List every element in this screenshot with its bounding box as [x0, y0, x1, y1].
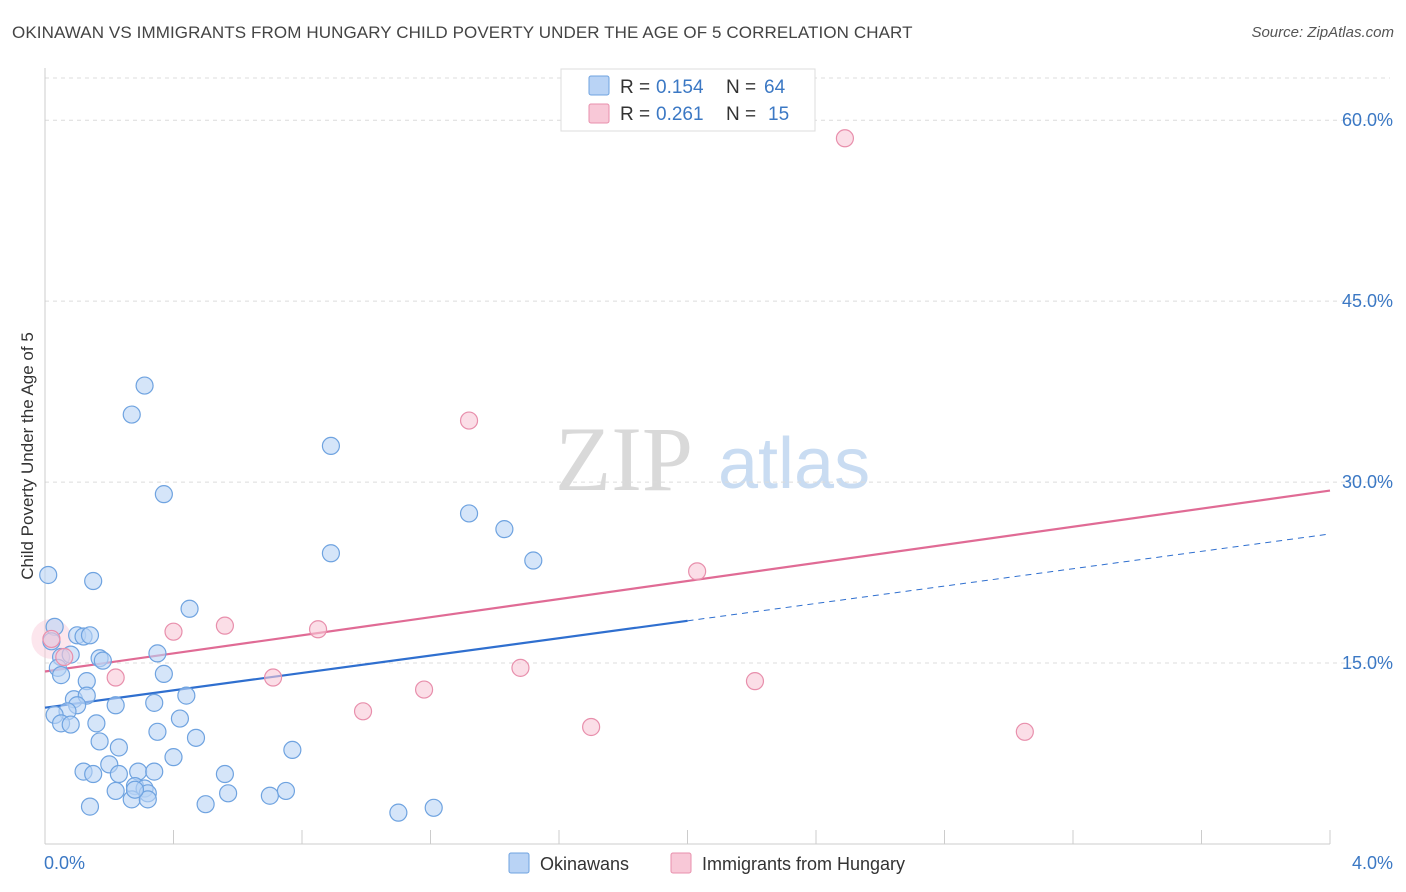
legend-r-label: R = [620, 104, 650, 125]
x-tick-label-max: 4.0% [1352, 853, 1393, 873]
okinawan-point [145, 762, 164, 781]
chart-title: OKINAWAN VS IMMIGRANTS FROM HUNGARY CHIL… [12, 23, 913, 42]
hungary-point [263, 668, 283, 687]
y-tick-label: 45.0% [1342, 291, 1393, 311]
okinawan-point [106, 696, 125, 715]
watermark-atlas: atlas [718, 424, 870, 504]
hungary-point [353, 702, 373, 721]
legend-r-value-okinawans: 0.154 [656, 77, 704, 98]
okinawan-point [109, 764, 128, 784]
okinawan-point [93, 651, 112, 670]
x-ticks [44, 830, 1331, 844]
y-tick-labels: 15.0% 30.0% 45.0% 60.0% [1342, 110, 1393, 673]
okinawan-point [122, 405, 141, 424]
legend-r-value-hungary: 0.261 [656, 104, 704, 125]
x-tick-label-min: 0.0% [44, 853, 85, 873]
okinawan-point [39, 565, 58, 585]
hungary-point [835, 129, 855, 148]
bottom-legend-label-okinawans: Okinawans [540, 854, 629, 874]
okinawan-point [321, 544, 341, 563]
okinawan-point [389, 803, 408, 822]
hungary-point [42, 629, 61, 649]
legend-n-label: N = [726, 77, 756, 98]
okinawan-point [125, 780, 145, 799]
bottom-legend-swatch-hungary [670, 852, 692, 874]
okinawan-point [180, 599, 199, 618]
hungary-point [106, 668, 125, 687]
legend-swatch-okinawans [588, 75, 610, 96]
legend-n-value-okinawans: 64 [764, 77, 786, 98]
okinawan-point [215, 764, 234, 784]
hungary-point [1015, 722, 1034, 741]
okinawan-point [495, 520, 514, 539]
okinawan-point [283, 740, 302, 760]
legend-n-value-hungary: 15 [768, 104, 789, 125]
okinawan-point [61, 715, 80, 734]
okinawan-point [524, 551, 543, 570]
legend-r-label: R = [620, 77, 650, 98]
trend-lines [44, 489, 1331, 709]
okinawan-point [196, 795, 215, 814]
okinawan-point [276, 781, 296, 801]
hungary-point [459, 411, 479, 430]
legend-n-label: N = [726, 104, 756, 125]
okinawan-point [145, 693, 164, 712]
okinawan-point [87, 714, 106, 733]
okinawan-point [260, 786, 279, 805]
okinawan-point [170, 709, 190, 728]
series-legend: Okinawans Immigrants from Hungary [508, 852, 905, 874]
okinawan-point [321, 436, 341, 456]
okinawan-point [164, 748, 183, 767]
y-tick-label: 15.0% [1342, 653, 1393, 673]
hungary-point [164, 622, 183, 641]
okinawan-point [135, 376, 154, 395]
okinawan-point [80, 626, 100, 645]
hungary-point [511, 658, 530, 677]
hungary-point [582, 717, 601, 737]
okinawan-point [154, 485, 173, 504]
hungary-point [745, 672, 765, 691]
data-points [31, 129, 1034, 822]
bottom-legend-label-hungary: Immigrants from Hungary [702, 854, 905, 874]
okinawan-trend-line [44, 619, 688, 709]
okinawan-point [186, 728, 206, 747]
watermark-zip: ZIP [555, 408, 693, 510]
okinawan-point [109, 738, 128, 757]
okinawan-point [138, 790, 157, 809]
okinawan-point [177, 686, 196, 705]
chart-source: Source: ZipAtlas.com [1251, 24, 1394, 41]
okinawan-point [424, 798, 443, 817]
bottom-legend-swatch-okinawans [508, 852, 530, 874]
hungary-point [55, 647, 74, 667]
okinawan-point [154, 664, 173, 684]
okinawan-point [148, 644, 167, 663]
hungary-point [308, 620, 328, 639]
okinawan-point [148, 722, 167, 741]
okinawan-point [459, 504, 479, 523]
okinawan-point [219, 784, 238, 803]
okinawan-point [80, 797, 100, 816]
okinawan-point [90, 732, 109, 751]
y-tick-label: 30.0% [1342, 472, 1393, 492]
y-tick-label: 60.0% [1342, 110, 1393, 130]
hungary-point [414, 680, 434, 699]
y-axis-label: Child Poverty Under the Age of 5 [18, 332, 37, 580]
hungary-point [215, 616, 234, 635]
okinawan-point [84, 571, 103, 591]
grid-lines [45, 77, 1390, 664]
hungary-trend-line [44, 489, 1331, 673]
okinawan-point [51, 666, 71, 685]
okinawan-point [84, 764, 103, 784]
stats-legend: R = 0.154 N = 64 R = 0.261 N = 15 [560, 68, 816, 132]
hungary-point [688, 562, 707, 581]
okinawan-trend-extension [687, 533, 1331, 622]
okinawan-point [106, 781, 125, 801]
legend-swatch-hungary [588, 103, 610, 124]
